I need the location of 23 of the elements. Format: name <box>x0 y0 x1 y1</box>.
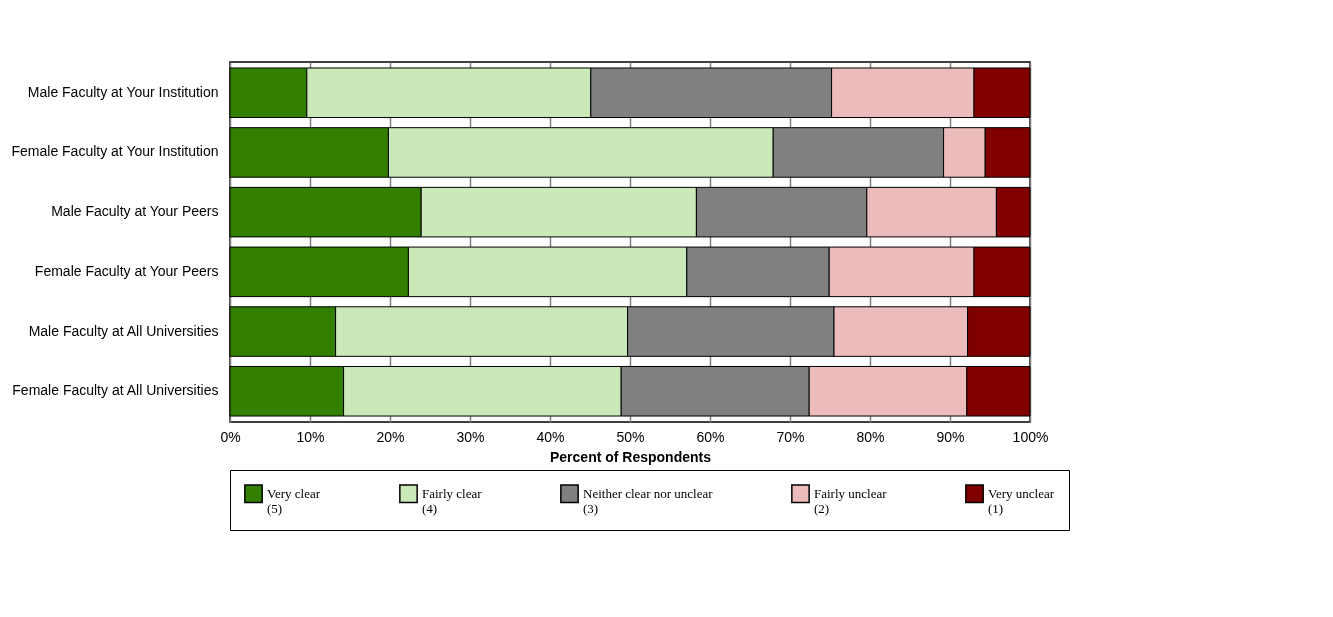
x-tick-label: 0% <box>220 428 241 445</box>
legend-label: Fairly unclear (2) <box>814 485 888 516</box>
y-tick-label: Female Faculty at All Universities <box>12 382 219 399</box>
x-tick-label: 30% <box>456 428 485 445</box>
legend-label: Very unclear (1) <box>988 485 1055 516</box>
y-tick-label: Female Faculty at Your Peers <box>34 262 219 279</box>
x-tick-label: 10% <box>296 428 325 445</box>
legend-label: Neither clear nor unclear (3) <box>583 485 714 516</box>
y-tick-label: Female Faculty at Your Institution <box>11 143 219 160</box>
legend-label: Fairly clear (4) <box>422 485 483 516</box>
x-tick-label: 80% <box>856 428 885 445</box>
x-tick-label: 40% <box>536 428 565 445</box>
x-tick-label: 90% <box>936 428 965 445</box>
y-tick-label: Male Faculty at All Universities <box>28 322 219 339</box>
x-tick-label: 20% <box>376 428 405 445</box>
x-tick-label: 100% <box>1012 428 1049 445</box>
y-tick-label: Male Faculty at Your Peers <box>51 203 219 220</box>
x-tick-label: 70% <box>776 428 805 445</box>
x-tick-label: 60% <box>696 428 725 445</box>
x-axis-title: Percent of Respondents <box>549 448 712 465</box>
x-tick-label: 50% <box>616 428 645 445</box>
legend-label: Very clear (5) <box>267 485 321 516</box>
y-tick-label: Male Faculty at Your Institution <box>27 83 219 100</box>
